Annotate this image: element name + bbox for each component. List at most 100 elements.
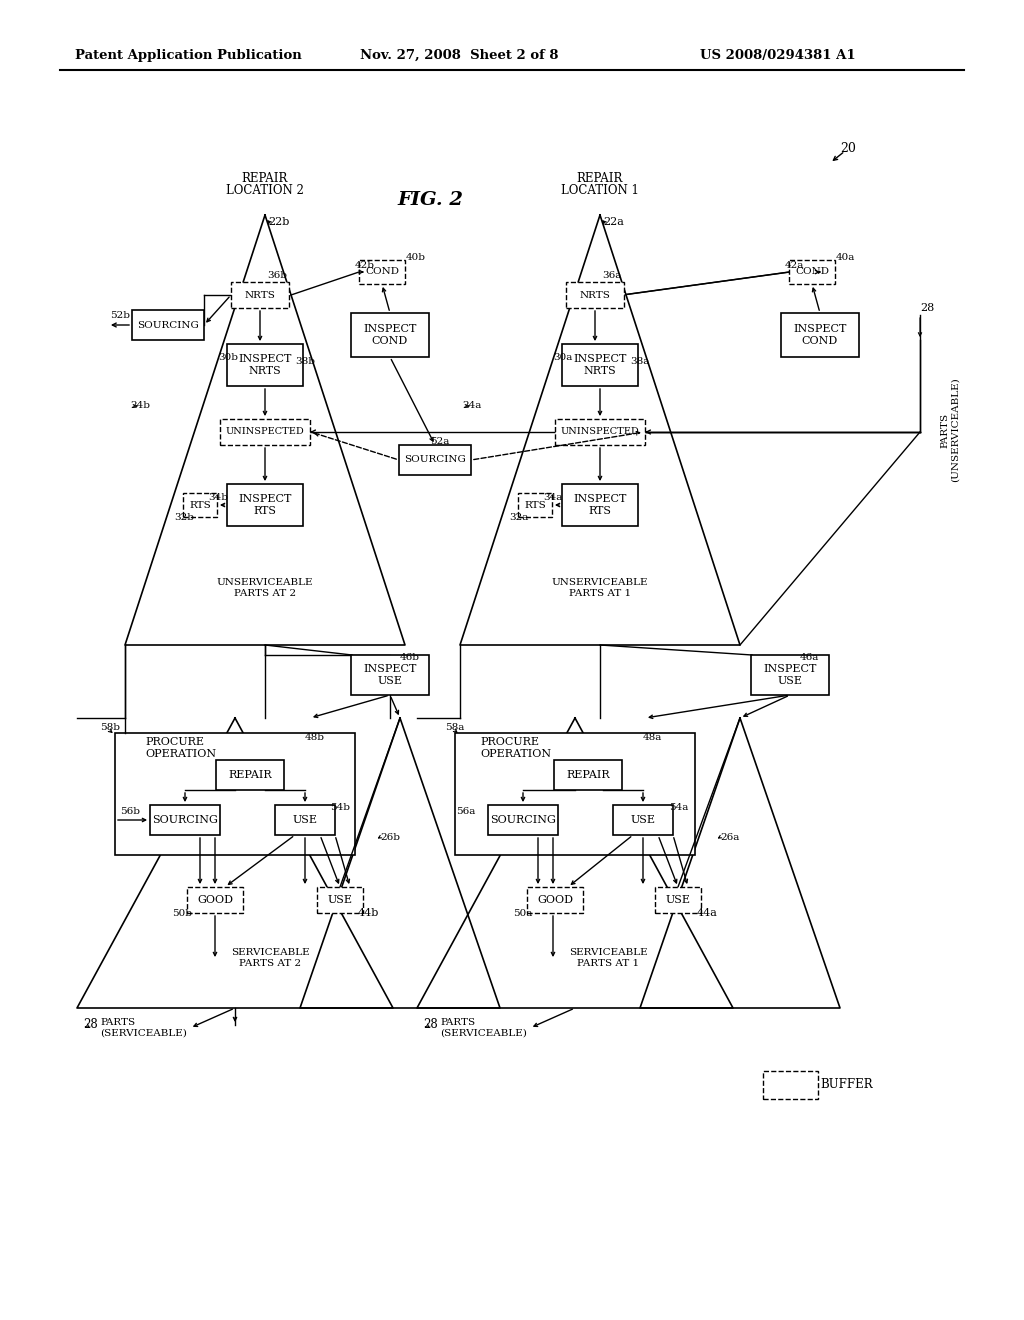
Text: SERVICEABLE
PARTS AT 1: SERVICEABLE PARTS AT 1 <box>568 948 647 968</box>
Text: COND: COND <box>795 268 829 276</box>
Text: 36b: 36b <box>267 271 287 280</box>
Bar <box>455 733 695 855</box>
Text: COND: COND <box>365 268 399 276</box>
Text: 34a: 34a <box>543 494 562 503</box>
Text: Patent Application Publication: Patent Application Publication <box>75 49 302 62</box>
Text: 40a: 40a <box>836 253 855 263</box>
Text: 46b: 46b <box>400 653 420 663</box>
Bar <box>220 418 310 445</box>
Text: RTS: RTS <box>524 500 546 510</box>
Text: FIG. 2: FIG. 2 <box>397 191 463 209</box>
Text: 42b: 42b <box>355 260 375 269</box>
Text: INSPECT
COND: INSPECT COND <box>364 325 417 346</box>
Bar <box>227 345 303 385</box>
Text: REPAIR: REPAIR <box>566 770 610 780</box>
Text: 38a: 38a <box>630 358 649 367</box>
Text: NRTS: NRTS <box>580 290 610 300</box>
Text: 38b: 38b <box>295 358 315 367</box>
Bar <box>790 260 835 284</box>
Text: UNINSPECTED: UNINSPECTED <box>560 428 639 437</box>
Bar <box>150 805 220 836</box>
Bar <box>216 760 284 789</box>
Bar <box>488 805 558 836</box>
Text: NRTS: NRTS <box>245 290 275 300</box>
Bar <box>751 655 829 696</box>
Text: INSPECT
NRTS: INSPECT NRTS <box>573 354 627 376</box>
Text: 54a: 54a <box>669 804 688 813</box>
Text: 58a: 58a <box>445 723 464 733</box>
Bar <box>115 733 355 855</box>
Text: REPAIR: REPAIR <box>577 172 624 185</box>
Bar <box>317 887 362 913</box>
Bar <box>351 655 429 696</box>
Text: RTS: RTS <box>189 500 211 510</box>
Text: PROCURE
OPERATION: PROCURE OPERATION <box>480 737 551 759</box>
Text: 42a: 42a <box>785 260 805 269</box>
Bar <box>183 492 217 517</box>
Text: 56a: 56a <box>456 808 475 817</box>
Text: 30b: 30b <box>218 352 238 362</box>
Text: 32a: 32a <box>509 513 528 523</box>
Text: 50a: 50a <box>513 908 532 917</box>
Text: 52b: 52b <box>110 310 130 319</box>
Text: GOOD: GOOD <box>537 895 573 906</box>
Bar <box>132 310 204 341</box>
Bar <box>275 805 335 836</box>
Text: 26b: 26b <box>380 833 400 842</box>
Text: 56b: 56b <box>120 808 140 817</box>
Text: 22b: 22b <box>268 216 290 227</box>
Text: BUFFER: BUFFER <box>820 1078 872 1092</box>
Text: 48b: 48b <box>305 733 325 742</box>
Text: USE: USE <box>293 814 317 825</box>
Text: 26a: 26a <box>720 833 739 842</box>
Text: PROCURE
OPERATION: PROCURE OPERATION <box>145 737 216 759</box>
Text: 50b: 50b <box>172 908 193 917</box>
Text: SOURCING: SOURCING <box>152 814 218 825</box>
Text: INSPECT
RTS: INSPECT RTS <box>573 494 627 516</box>
Text: UNSERVICEABLE
PARTS AT 1: UNSERVICEABLE PARTS AT 1 <box>552 578 648 598</box>
Bar <box>555 418 645 445</box>
Bar <box>187 887 243 913</box>
Bar <box>781 313 859 356</box>
Bar <box>359 260 406 284</box>
Text: GOOD: GOOD <box>197 895 233 906</box>
Bar <box>566 282 624 308</box>
Text: SOURCING: SOURCING <box>490 814 556 825</box>
Text: 20: 20 <box>840 141 856 154</box>
Text: USE: USE <box>328 895 352 906</box>
Text: INSPECT
NRTS: INSPECT NRTS <box>239 354 292 376</box>
Text: INSPECT
USE: INSPECT USE <box>763 664 817 686</box>
Bar <box>613 805 673 836</box>
Text: 58b: 58b <box>100 723 120 733</box>
Text: INSPECT
COND: INSPECT COND <box>794 325 847 346</box>
Text: SERVICEABLE
PARTS AT 2: SERVICEABLE PARTS AT 2 <box>230 948 309 968</box>
Text: REPAIR: REPAIR <box>228 770 271 780</box>
Text: USE: USE <box>631 814 655 825</box>
Text: 32b: 32b <box>174 513 194 523</box>
Text: 46a: 46a <box>800 653 819 663</box>
Text: PARTS
(UNSERVICEABLE): PARTS (UNSERVICEABLE) <box>940 378 959 482</box>
Bar <box>554 760 622 789</box>
Bar <box>562 345 638 385</box>
Text: 34b: 34b <box>208 494 228 503</box>
Bar <box>227 484 303 525</box>
Text: 24a: 24a <box>462 400 481 409</box>
Text: SOURCING: SOURCING <box>137 321 199 330</box>
Text: 44b: 44b <box>358 908 379 917</box>
Text: UNINSPECTED: UNINSPECTED <box>225 428 304 437</box>
Text: INSPECT
RTS: INSPECT RTS <box>239 494 292 516</box>
Bar <box>399 445 471 475</box>
Bar <box>655 887 701 913</box>
Text: PARTS
(SERVICEABLE): PARTS (SERVICEABLE) <box>100 1018 186 1038</box>
Text: 28: 28 <box>83 1019 97 1031</box>
Bar <box>763 1071 817 1100</box>
Text: SOURCING: SOURCING <box>404 455 466 465</box>
Text: Nov. 27, 2008  Sheet 2 of 8: Nov. 27, 2008 Sheet 2 of 8 <box>360 49 558 62</box>
Text: 22a: 22a <box>603 216 624 227</box>
Bar <box>518 492 552 517</box>
Text: INSPECT
USE: INSPECT USE <box>364 664 417 686</box>
Bar <box>231 282 289 308</box>
Text: 48a: 48a <box>643 733 663 742</box>
Bar <box>351 313 429 356</box>
Text: UNSERVICEABLE
PARTS AT 2: UNSERVICEABLE PARTS AT 2 <box>217 578 313 598</box>
